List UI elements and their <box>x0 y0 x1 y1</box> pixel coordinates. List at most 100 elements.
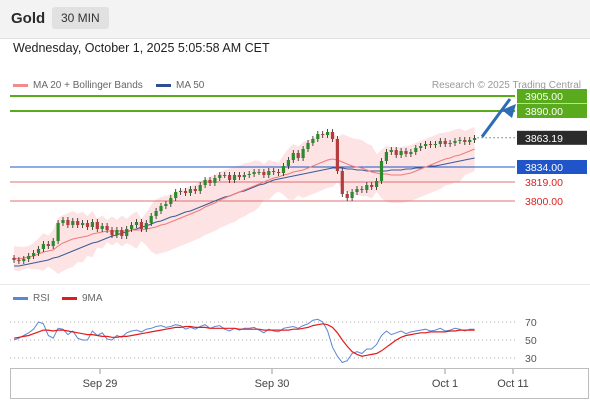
candle-body <box>247 174 251 175</box>
candle-body <box>228 175 232 180</box>
candle-body <box>360 189 364 190</box>
candle-body <box>350 192 354 198</box>
candle-body <box>198 185 202 191</box>
candle-body <box>188 189 192 193</box>
candle-body <box>130 225 134 229</box>
candle-body <box>419 146 423 148</box>
candle-body <box>443 141 447 144</box>
candle-body <box>115 230 119 235</box>
candle-body <box>56 223 60 241</box>
candle-body <box>321 134 325 135</box>
candle-body <box>85 223 90 227</box>
legend-ma20-label: MA 20 + Bollinger Bands <box>33 80 143 91</box>
candle-body <box>438 141 442 144</box>
candle-body <box>164 204 168 206</box>
price-tag-3863.19: 3863.19 <box>525 133 563 145</box>
candle-body <box>120 230 124 236</box>
ma50-line <box>14 157 475 267</box>
candle-body <box>365 185 369 190</box>
candle-body <box>448 143 452 144</box>
candle-body <box>81 223 85 225</box>
credit-text: Research © 2025 Trading Central <box>431 80 581 91</box>
candle-body <box>296 153 300 158</box>
candle-body <box>463 140 467 142</box>
candle-body <box>311 139 315 143</box>
ma20-swatch-icon <box>13 83 28 87</box>
candle-body <box>272 171 276 172</box>
rsi-ma-line <box>13 323 475 357</box>
candle-body <box>139 222 143 229</box>
projection-arrowhead-icon <box>502 104 516 118</box>
rsi-tick-50: 50 <box>525 335 537 347</box>
candle-body <box>66 220 70 225</box>
candle-body <box>394 150 398 155</box>
candle-body <box>237 175 241 177</box>
candle-body <box>32 253 36 256</box>
candle-body <box>76 221 80 225</box>
candle-body <box>468 140 472 142</box>
candle-body <box>428 144 433 145</box>
candle-body <box>291 153 295 160</box>
time-tick-label: Sep 29 <box>83 378 118 390</box>
candle-body <box>424 144 428 146</box>
candle-body <box>399 151 403 155</box>
candle-body <box>286 160 290 166</box>
candle-body <box>71 221 75 225</box>
candle-body <box>375 181 379 187</box>
candle-body <box>27 256 31 259</box>
candle-body <box>345 194 349 198</box>
rsi-tick-30: 30 <box>525 353 537 365</box>
price-tag-3890.00: 3890.00 <box>525 106 563 118</box>
candle-body <box>281 166 286 173</box>
price-tag-bg <box>517 130 587 145</box>
candle-body <box>370 185 374 187</box>
candle-body <box>218 175 222 178</box>
candle-body <box>458 140 462 141</box>
candle-body <box>379 161 384 181</box>
price-tag-bg <box>517 160 587 174</box>
candle-body <box>110 230 114 235</box>
rsi-swatch-icon <box>13 296 28 300</box>
candles <box>12 129 477 264</box>
candle-body <box>22 259 26 261</box>
candle-body <box>384 152 388 161</box>
candle-body <box>277 172 281 173</box>
legend-rsi-ma: 9MA <box>62 293 103 304</box>
rsi-ma-swatch-icon <box>62 296 77 300</box>
candle-body <box>330 132 335 139</box>
timestamp: Wednesday, October 1, 2025 5:05:58 AM CE… <box>13 41 270 55</box>
candle-body <box>169 198 173 204</box>
rsi-line <box>13 318 475 364</box>
candle-body <box>174 192 178 198</box>
candle-body <box>242 175 246 177</box>
legend-rsi-ma-label: 9MA <box>82 293 103 304</box>
candle-body <box>179 191 183 192</box>
ma50-swatch-icon <box>156 83 171 87</box>
time-tick-label: Oct 11 <box>497 378 529 390</box>
candle-body <box>90 222 94 227</box>
candle-body <box>17 260 21 261</box>
candle-body <box>257 172 261 173</box>
rsi-tick-70: 70 <box>525 317 537 329</box>
candle-body <box>105 226 109 230</box>
candle-body <box>51 241 55 246</box>
candle-body <box>213 178 217 183</box>
candle-body <box>36 249 41 253</box>
candle-body <box>340 171 344 194</box>
candle-body <box>125 229 129 236</box>
candle-body <box>409 152 413 154</box>
candle-body <box>335 139 339 171</box>
legend-rsi-label: RSI <box>33 293 50 304</box>
candle-body <box>12 258 16 260</box>
candle-body <box>306 143 310 149</box>
candle-body <box>355 189 359 192</box>
candle-body <box>326 132 330 135</box>
timeframe-button[interactable]: 30 MIN <box>52 7 109 29</box>
candle-body <box>134 222 139 225</box>
candle-body <box>316 134 320 139</box>
candle-body <box>404 151 408 154</box>
candle-body <box>46 244 50 246</box>
legend-rsi: RSI <box>13 293 50 304</box>
candle-body <box>301 149 305 158</box>
